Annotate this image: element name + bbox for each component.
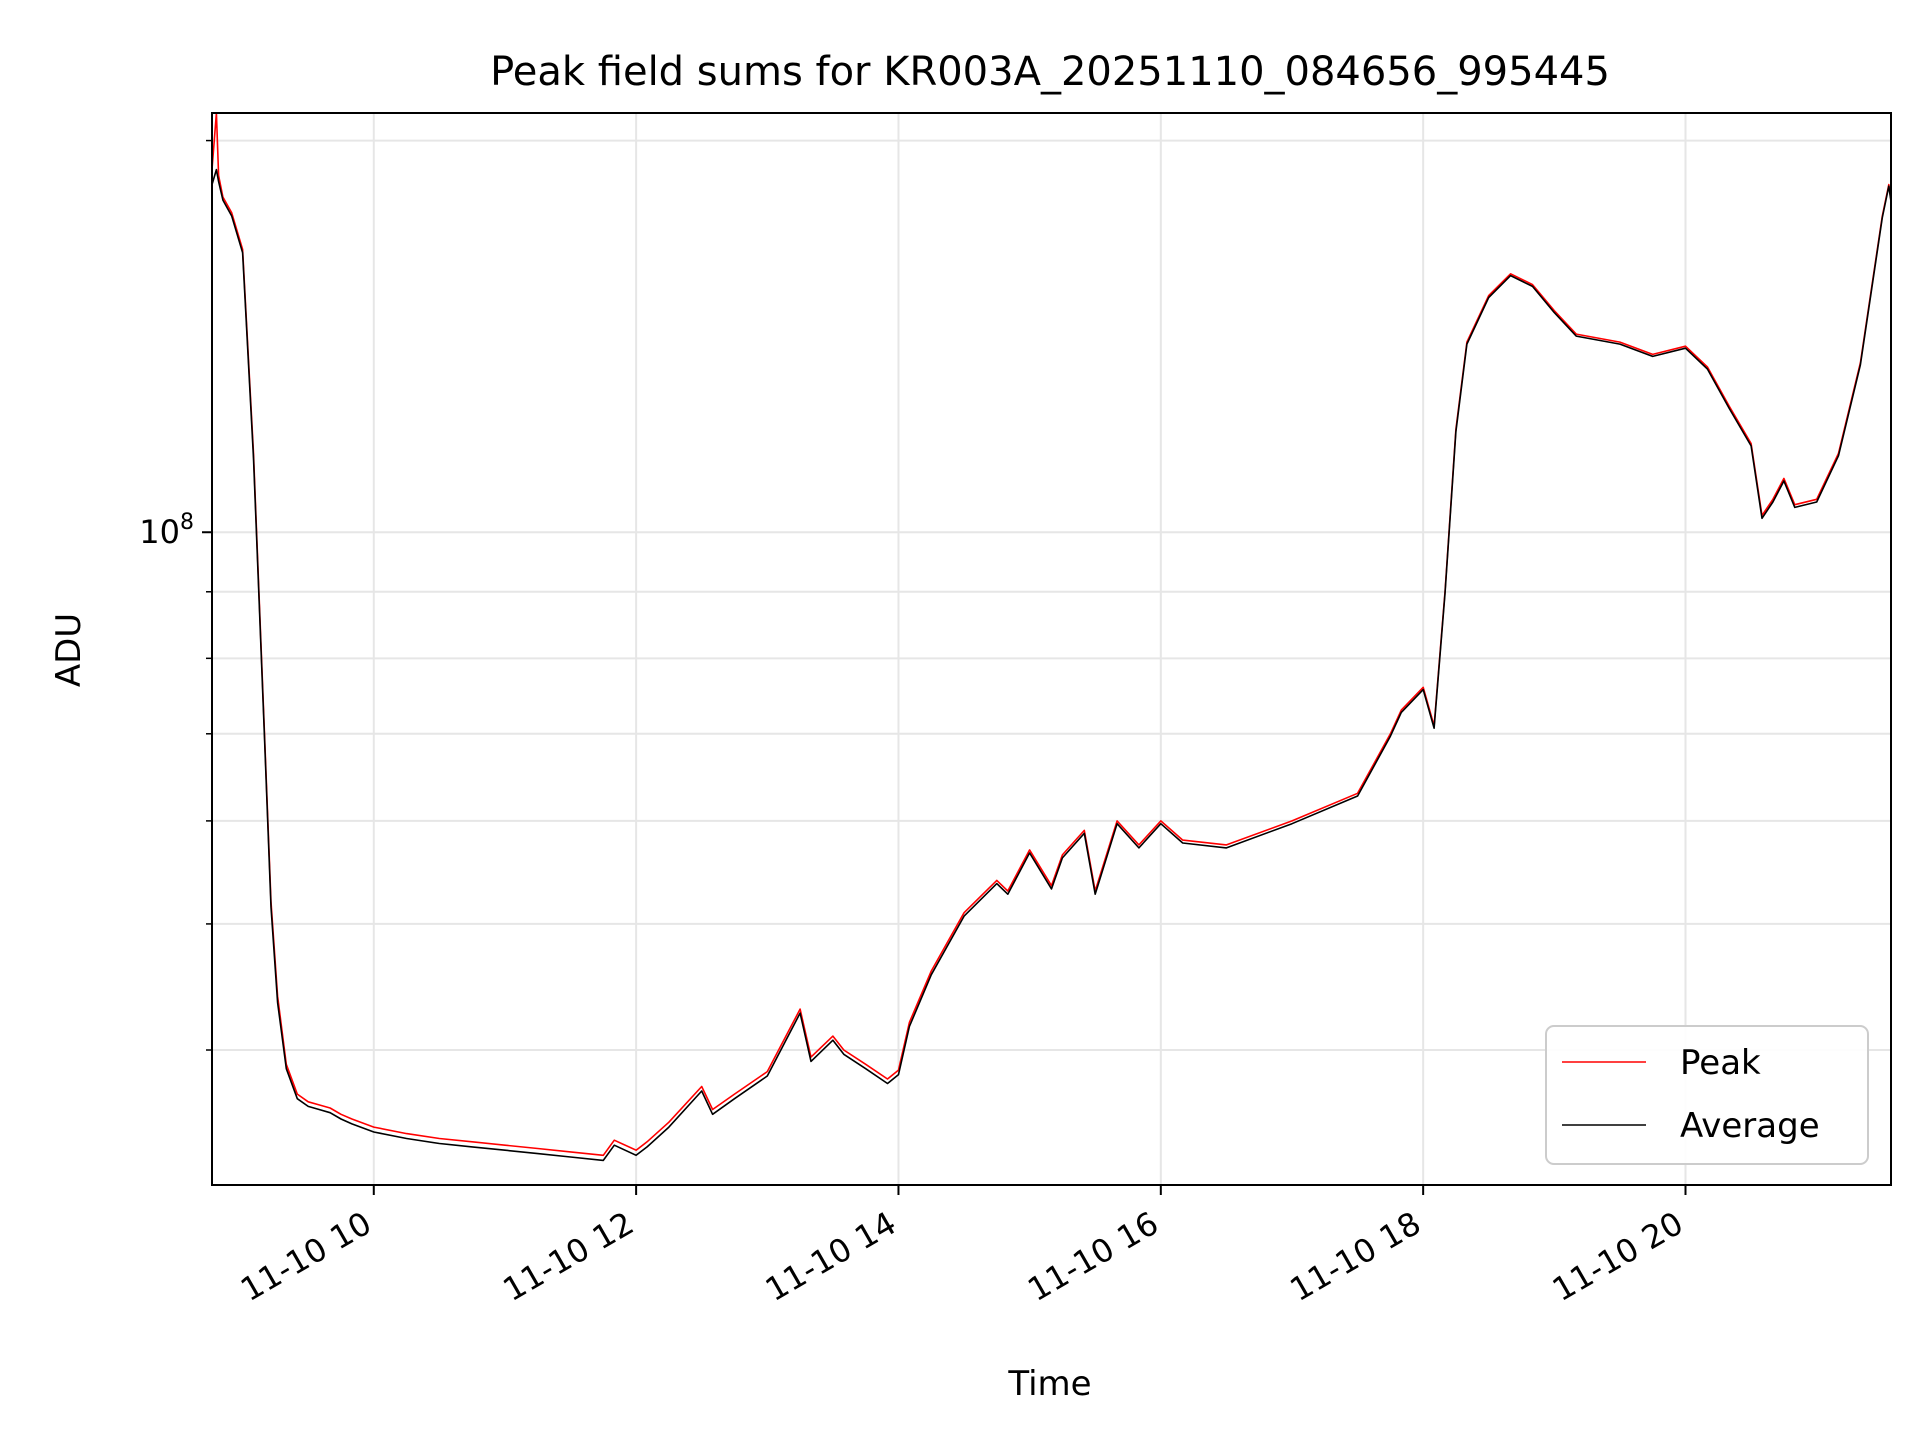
- legend: Peak Average: [1545, 1025, 1869, 1165]
- series-line-peak: [212, 113, 1891, 1157]
- legend-label-peak: Peak: [1680, 1043, 1761, 1083]
- legend-box: [1545, 1025, 1869, 1165]
- series-line-average: [212, 168, 1891, 1162]
- y-axis-label: ADU: [49, 613, 89, 687]
- chart-title: Peak field sums for KR003A_20251110_0846…: [490, 49, 1610, 95]
- y-tick-label: 108: [139, 510, 194, 551]
- x-axis-label: Time: [1007, 1364, 1091, 1404]
- plot-frame: [211, 112, 1892, 1186]
- grid: [212, 113, 1891, 1185]
- legend-label-average: Average: [1680, 1106, 1820, 1146]
- series-layer: [212, 113, 1891, 1162]
